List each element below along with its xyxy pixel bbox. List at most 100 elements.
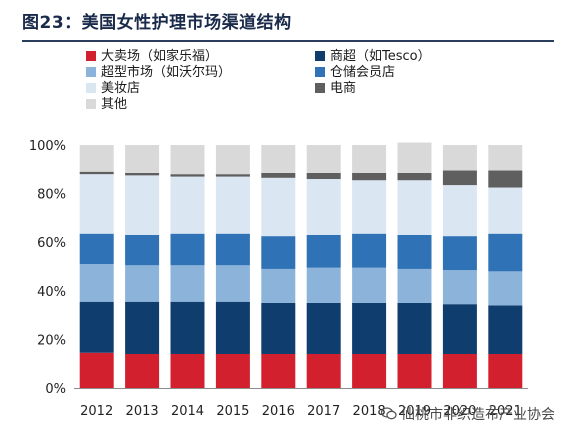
- bar-segment: [352, 353, 387, 388]
- bar-segment: [215, 301, 250, 354]
- bar-segment: [215, 353, 250, 388]
- bar-segment: [125, 234, 160, 266]
- x-tick-label: 2015: [216, 404, 249, 419]
- legend-swatch: [315, 51, 325, 61]
- legend-label: 美妆店: [101, 81, 141, 96]
- bar-segment: [170, 265, 205, 302]
- bar-segment: [488, 145, 523, 171]
- bar-segment: [125, 172, 160, 176]
- legend-label: 商超（如Tesco）: [330, 49, 431, 64]
- bar-segment: [215, 174, 250, 177]
- bar-segment: [397, 268, 432, 303]
- bar-segment: [261, 302, 296, 354]
- x-tick-label: 2021: [489, 404, 522, 419]
- y-tick-label: 40%: [37, 285, 66, 300]
- bar-segment: [442, 353, 477, 388]
- bar-segment: [306, 145, 341, 173]
- legend-label: 电商: [330, 81, 357, 96]
- wechat-icon: [380, 407, 397, 420]
- bar-segment: [125, 265, 160, 302]
- bar-segment: [488, 233, 523, 272]
- bar-segment: [125, 301, 160, 354]
- legend-swatch: [86, 67, 96, 77]
- x-tick-label: 2013: [126, 404, 159, 419]
- x-tick-label: 2018: [353, 404, 386, 419]
- bar-segment: [352, 233, 387, 268]
- bar-segment: [352, 145, 387, 173]
- legend-label: 超型市场（如沃尔玛）: [101, 65, 232, 80]
- bar-segment: [170, 176, 205, 234]
- bar-segment: [261, 353, 296, 388]
- bar-segment: [125, 353, 160, 388]
- y-tick-label: 60%: [37, 236, 66, 251]
- legend-label: 仓储会员店: [330, 65, 396, 80]
- bar-segment: [170, 233, 205, 266]
- bar-segment: [397, 302, 432, 354]
- bar-segment: [442, 170, 477, 186]
- bar-segment: [170, 145, 205, 175]
- bar-segment: [442, 236, 477, 271]
- bar-segment: [488, 187, 523, 234]
- bar-segment: [170, 301, 205, 354]
- chart-title: 图23：美国女性护理市场渠道结构: [22, 13, 292, 33]
- bar-segment: [79, 233, 114, 265]
- bar-segment: [306, 179, 341, 235]
- bar-segment: [306, 234, 341, 268]
- bar-segment: [170, 174, 205, 177]
- bar-segment: [397, 172, 432, 181]
- y-tick-label: 0%: [45, 382, 66, 397]
- watermark-text: 仙桃市非织造布产业协会: [401, 407, 555, 423]
- bar-segment: [352, 302, 387, 354]
- y-tick-label: 80%: [37, 188, 66, 203]
- bar-segment: [488, 271, 523, 306]
- bar-segment: [215, 176, 250, 234]
- bar-segment: [352, 172, 387, 181]
- bar-segment: [306, 172, 341, 180]
- bar-segment: [352, 180, 387, 234]
- bar-segment: [261, 268, 296, 303]
- bar-segment: [261, 236, 296, 269]
- legend-swatch: [86, 83, 96, 93]
- bar-segment: [79, 352, 114, 388]
- bar-segment: [352, 267, 387, 303]
- legend-swatch: [315, 67, 325, 77]
- bar-segment: [125, 145, 160, 173]
- bar-segment: [306, 353, 341, 388]
- bar-segment: [215, 233, 250, 266]
- legend-swatch: [315, 83, 325, 93]
- bar-segment: [79, 264, 114, 302]
- bar-segment: [397, 142, 432, 173]
- watermark: 仙桃市非织造布产业协会: [380, 404, 555, 424]
- x-tick-label: 2020: [443, 404, 476, 419]
- legend-label: 大卖场（如家乐福）: [101, 49, 219, 64]
- bar-segment: [397, 234, 432, 269]
- x-tick-label: 2012: [80, 404, 113, 419]
- bar-segment: [261, 145, 296, 173]
- bar-segment: [261, 177, 296, 237]
- legend-label: 其他: [101, 97, 128, 112]
- bar-segment: [397, 180, 432, 235]
- bar-segment: [306, 302, 341, 354]
- bar-segment: [442, 145, 477, 171]
- bar-segment: [488, 353, 523, 388]
- title-underline: [22, 40, 554, 42]
- bar-segment: [488, 170, 523, 188]
- x-tick-label: 2019: [398, 404, 431, 419]
- bar-segment: [215, 145, 250, 175]
- bar-segment: [442, 304, 477, 354]
- x-tick-label: 2016: [262, 404, 295, 419]
- bar-segment: [306, 267, 341, 303]
- y-tick-label: 20%: [37, 333, 66, 348]
- legend-swatch: [86, 99, 96, 109]
- bar-segment: [125, 175, 160, 235]
- bar-segment: [170, 353, 205, 388]
- y-tick-label: 100%: [29, 139, 66, 154]
- x-tick-label: 2017: [307, 404, 340, 419]
- bar-segment: [442, 270, 477, 305]
- x-tick-label: 2014: [171, 404, 204, 419]
- bar-segment: [397, 353, 432, 388]
- bar-segment: [442, 185, 477, 237]
- bar-segment: [215, 265, 250, 302]
- bar-segment: [261, 172, 296, 178]
